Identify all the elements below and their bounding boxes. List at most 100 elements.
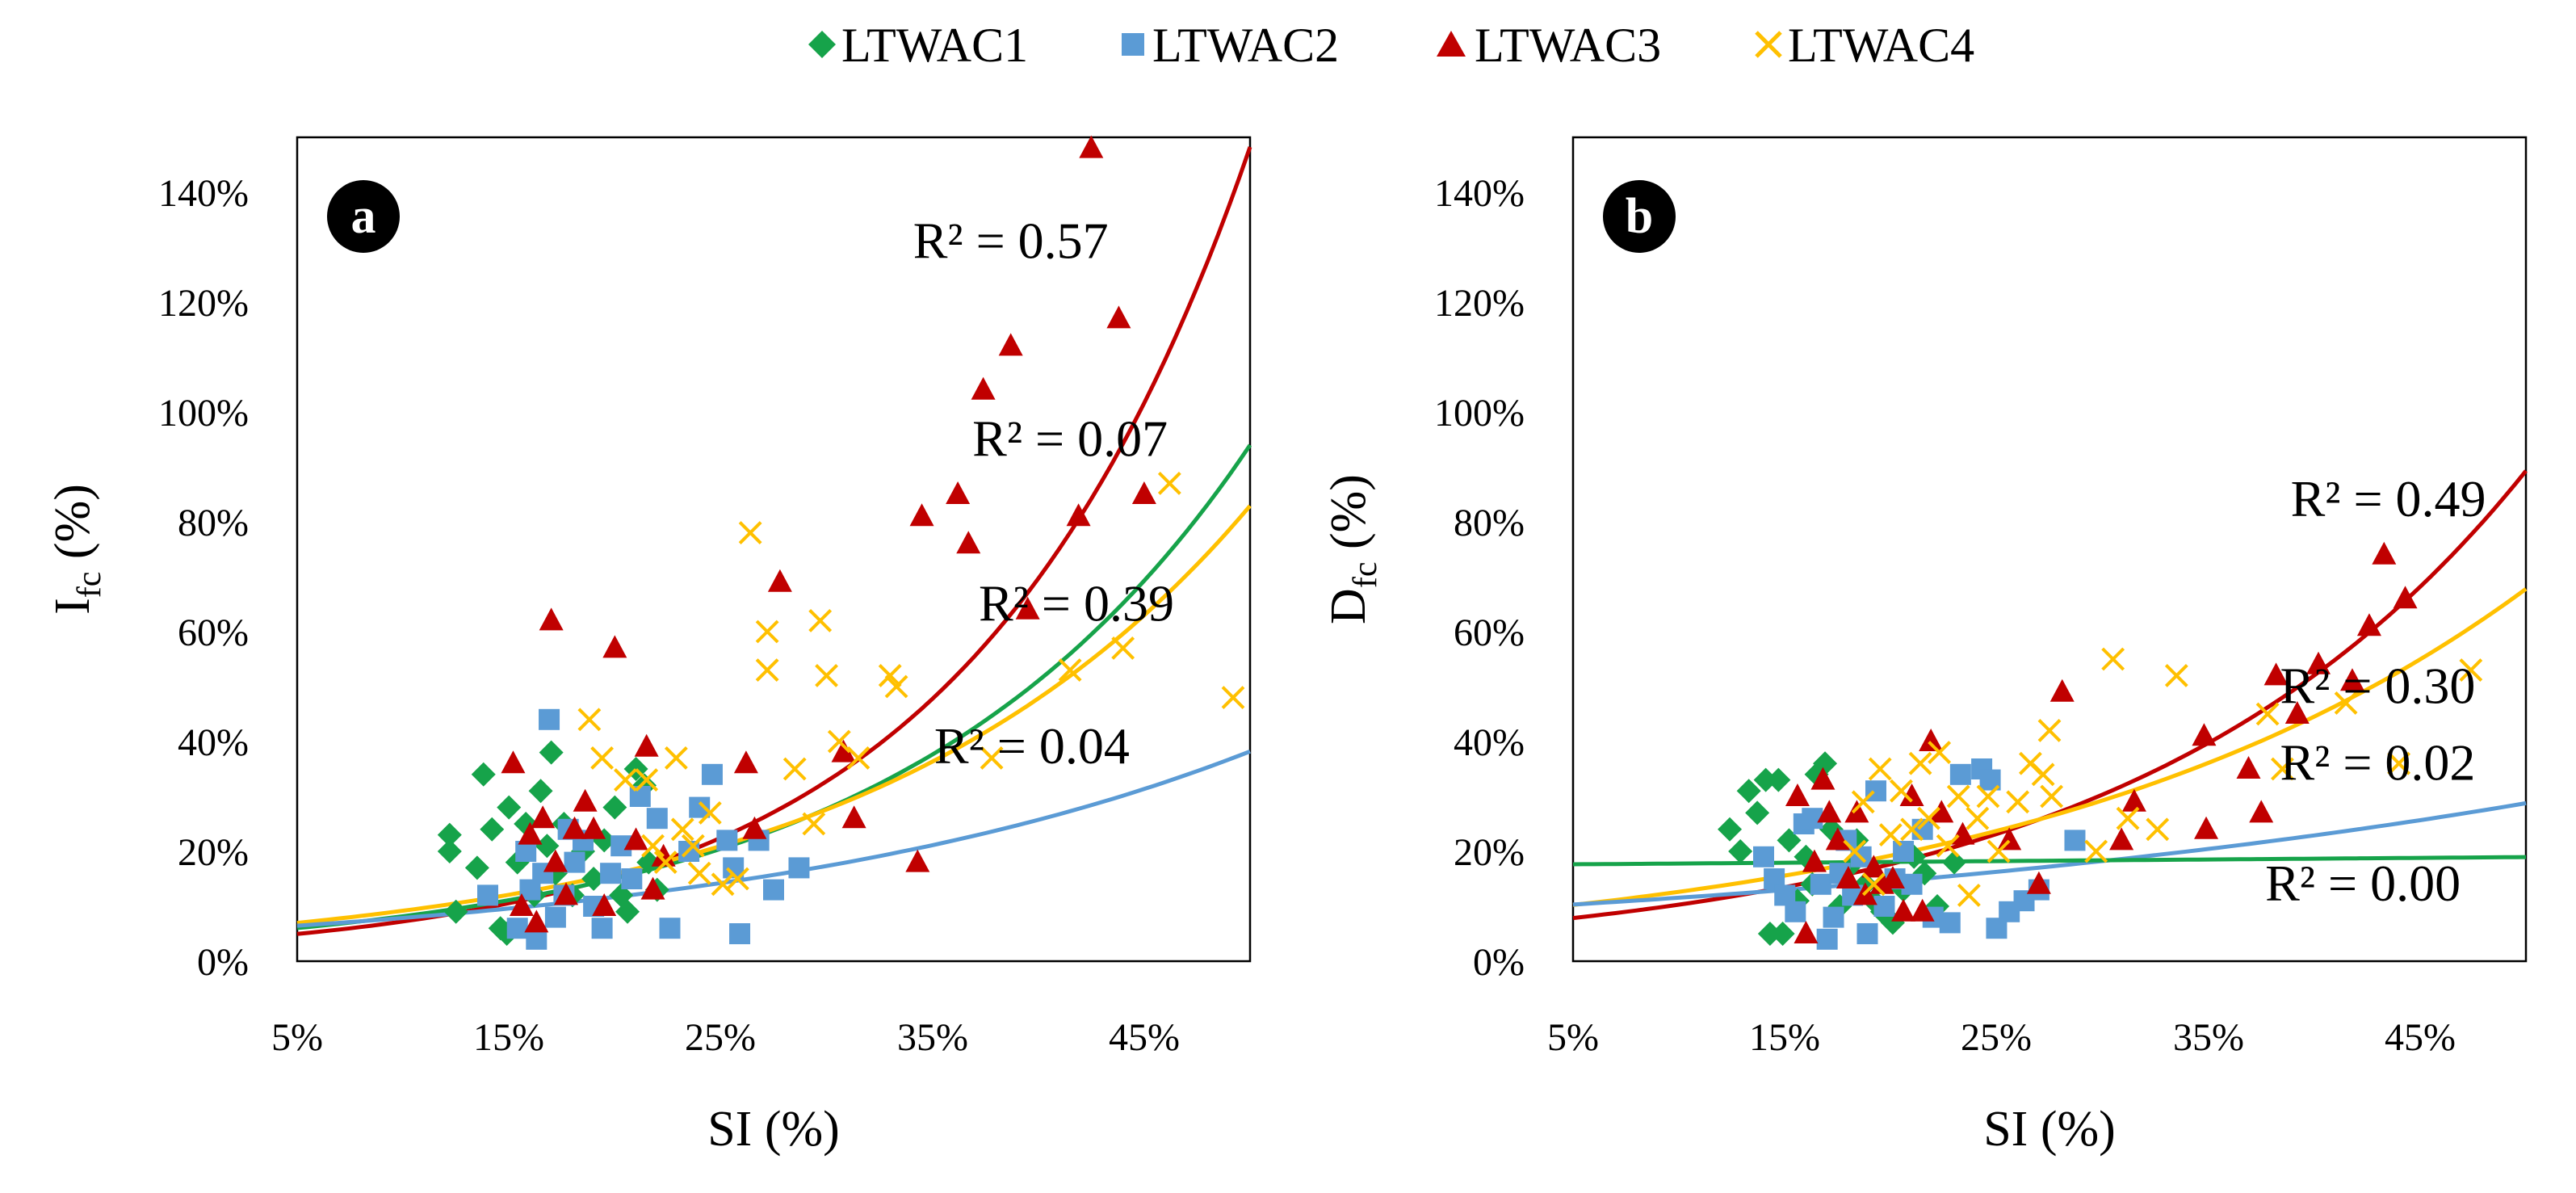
y-tick-label: 80% bbox=[1454, 502, 1525, 544]
data-point-ltwac3 bbox=[1825, 827, 1850, 851]
data-point-ltwac4 bbox=[1900, 817, 1924, 842]
data-point-ltwac4 bbox=[590, 746, 615, 770]
data-point-ltwac4 bbox=[808, 608, 833, 632]
data-point-ltwac2 bbox=[1939, 912, 1961, 934]
legend-marker-square bbox=[1122, 33, 1144, 56]
y-tick-label: 20% bbox=[1454, 831, 1525, 874]
data-point-ltwac3 bbox=[1079, 135, 1104, 158]
data-point-ltwac3 bbox=[2121, 788, 2146, 812]
data-point-ltwac2 bbox=[1873, 896, 1895, 917]
data-point-ltwac3 bbox=[733, 750, 758, 774]
data-point-ltwac4 bbox=[2084, 839, 2108, 863]
data-point-ltwac1 bbox=[539, 740, 564, 765]
data-point-ltwac3 bbox=[539, 607, 564, 631]
data-point-ltwac1 bbox=[1736, 779, 1761, 804]
data-point-ltwac3 bbox=[1910, 898, 1935, 922]
data-point-ltwac4 bbox=[1878, 823, 1903, 847]
data-point-ltwac3 bbox=[1899, 783, 1924, 806]
x-tick-label: 45% bbox=[2385, 1016, 2456, 1059]
data-point-ltwac1 bbox=[1766, 767, 1791, 792]
r2-annotation: R² = 0.57 bbox=[913, 212, 1109, 270]
data-point-ltwac3 bbox=[1785, 783, 1810, 806]
data-point-ltwac4 bbox=[2006, 790, 2030, 814]
data-point-ltwac4 bbox=[846, 746, 871, 770]
data-point-ltwac4 bbox=[2116, 806, 2140, 830]
r2-annotation: R² = 0.07 bbox=[972, 410, 1168, 467]
y-axis-label-main: D bbox=[1321, 588, 1376, 624]
data-point-ltwac2 bbox=[506, 918, 528, 939]
y-tick-label: 80% bbox=[178, 502, 249, 544]
r2-annotation: R² = 0.49 bbox=[2291, 470, 2486, 527]
x-ticks-b: 5% 15% 25% 35% 45% bbox=[1547, 1016, 2456, 1059]
data-point-ltwac3 bbox=[1131, 481, 1156, 504]
data-point-ltwac3 bbox=[1066, 503, 1091, 527]
data-point-ltwac2 bbox=[564, 851, 585, 873]
x-tick-label: 15% bbox=[1749, 1016, 1820, 1059]
data-point-ltwac3 bbox=[524, 909, 549, 933]
data-point-ltwac3 bbox=[1997, 827, 2022, 851]
data-point-ltwac1 bbox=[602, 795, 627, 820]
y-tick-label: 20% bbox=[178, 831, 249, 874]
legend-item-ltwac3: LTWAC3 bbox=[1437, 19, 1661, 72]
data-point-ltwac3 bbox=[554, 882, 579, 905]
data-point-ltwac2 bbox=[1893, 841, 1915, 862]
data-point-ltwac4 bbox=[1936, 834, 1960, 858]
data-point-ltwac4 bbox=[2031, 762, 2055, 787]
legend: LTWAC1 LTWAC2 LTWAC3 LTWAC4 bbox=[808, 19, 1974, 72]
data-point-ltwac3 bbox=[1861, 855, 1886, 878]
y-axis-label-tail: (%) bbox=[1321, 474, 1376, 561]
legend-label-ltwac1: LTWAC1 bbox=[841, 19, 1028, 72]
x-tick-label: 5% bbox=[1547, 1016, 1599, 1059]
data-point-ltwac2 bbox=[763, 879, 784, 901]
data-point-ltwac2 bbox=[646, 808, 668, 830]
data-point-ltwac3 bbox=[634, 733, 659, 757]
data-point-ltwac2 bbox=[716, 830, 738, 851]
y-tick-label: 0% bbox=[197, 941, 249, 984]
legend-item-ltwac2: LTWAC2 bbox=[1122, 19, 1339, 72]
r2-annotation: R² = 0.00 bbox=[2265, 855, 2461, 912]
data-point-ltwac3 bbox=[956, 531, 981, 554]
data-point-ltwac4 bbox=[1917, 806, 1940, 830]
x-tick-label: 5% bbox=[271, 1016, 323, 1059]
data-point-ltwac1 bbox=[1757, 922, 1782, 946]
data-point-ltwac3 bbox=[841, 805, 866, 829]
data-point-ltwac4 bbox=[664, 746, 688, 770]
data-point-ltwac3 bbox=[1810, 767, 1836, 790]
trendline-ltwac1 bbox=[1572, 855, 2527, 867]
x-tick-label: 35% bbox=[897, 1016, 968, 1059]
y-axis-label-sub: fc bbox=[71, 572, 108, 599]
legend-label-ltwac3: LTWAC3 bbox=[1475, 19, 1661, 72]
x-tick-label: 25% bbox=[1961, 1016, 2032, 1059]
data-point-ltwac3 bbox=[623, 827, 648, 851]
data-point-ltwac4 bbox=[614, 768, 637, 792]
data-point-ltwac4 bbox=[1861, 872, 1886, 897]
data-point-ltwac4 bbox=[827, 729, 851, 754]
data-point-ltwac2 bbox=[788, 857, 810, 879]
data-point-ltwac3 bbox=[998, 333, 1023, 356]
data-point-ltwac4 bbox=[2040, 784, 2064, 809]
annotations-a: R² = 0.57 R² = 0.07 R² = 0.39 R² = 0.04 bbox=[913, 212, 1174, 775]
data-point-ltwac4 bbox=[681, 834, 705, 858]
data-point-ltwac3 bbox=[971, 376, 996, 400]
data-point-ltwac2 bbox=[659, 918, 681, 939]
legend-item-ltwac4: LTWAC4 bbox=[1755, 19, 1974, 72]
y-tick-label: 40% bbox=[178, 721, 249, 764]
data-point-ltwac3 bbox=[2049, 678, 2075, 702]
data-point-ltwac4 bbox=[1928, 741, 1952, 765]
data-point-ltwac2 bbox=[2064, 830, 2086, 851]
data-point-ltwac3 bbox=[2306, 651, 2331, 674]
data-point-ltwac1 bbox=[1718, 817, 1743, 842]
panel-badge-circle bbox=[1603, 180, 1676, 253]
data-point-ltwac3 bbox=[742, 816, 767, 839]
y-axis-label-main: I bbox=[45, 598, 100, 615]
data-point-ltwac4 bbox=[980, 746, 1004, 770]
data-point-ltwac3 bbox=[573, 788, 598, 812]
data-point-ltwac4 bbox=[2037, 718, 2062, 742]
data-point-ltwac3 bbox=[767, 569, 792, 592]
data-point-ltwac2 bbox=[1911, 818, 1933, 840]
data-point-ltwac2 bbox=[1753, 846, 1774, 867]
data-point-ltwac1 bbox=[535, 834, 560, 859]
points-a bbox=[437, 135, 1245, 950]
data-point-ltwac1 bbox=[471, 762, 496, 787]
y-tick-label: 120% bbox=[158, 282, 249, 325]
